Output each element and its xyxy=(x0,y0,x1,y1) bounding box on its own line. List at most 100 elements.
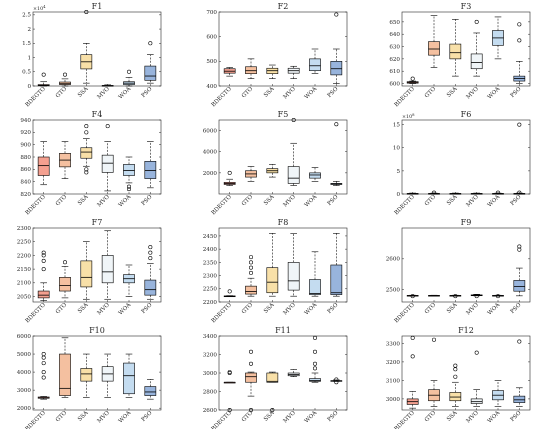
outlier-point xyxy=(410,335,415,340)
x-tick-label: GTO xyxy=(55,410,69,424)
plot-frame xyxy=(32,11,162,87)
box-body xyxy=(449,392,462,402)
outlier-point xyxy=(84,170,89,175)
x-tick-label: MVO xyxy=(283,86,298,101)
x-tick-label: BDEGTO xyxy=(25,410,48,429)
x-tick-label: SSA xyxy=(446,193,459,206)
box-pso: PSO xyxy=(327,377,343,423)
box-gto: GTO xyxy=(241,166,257,207)
outlier-point xyxy=(41,253,46,258)
plot-frame xyxy=(32,335,162,411)
box-pso: PSO xyxy=(510,22,526,99)
x-tick-label: PSO xyxy=(141,410,154,423)
plot-frame xyxy=(218,335,348,411)
outlier-point xyxy=(291,118,296,123)
x-tick-label: MVO xyxy=(97,86,112,101)
panel-f11: F11 2600 2800 3000 3200 3400 BDEGTO GTO SSA MVO WO… xyxy=(203,326,348,429)
y-tick-label: 860 xyxy=(20,167,31,173)
outlier-point xyxy=(41,250,46,255)
outlier-point xyxy=(84,124,89,129)
x-tick-label: WOA xyxy=(118,301,133,316)
box-ssa: SSA xyxy=(446,294,462,315)
box-body xyxy=(80,368,93,382)
box-woa: WOA xyxy=(487,16,504,101)
box-body xyxy=(101,255,114,284)
box-mvo: MVO xyxy=(283,368,300,425)
x-tick-label: MVO xyxy=(283,194,298,209)
outlier-point xyxy=(148,256,153,261)
box-body xyxy=(513,395,526,403)
box-pso: PSO xyxy=(141,41,157,99)
outlier-point xyxy=(453,294,458,299)
y-tick-label: 10 xyxy=(393,146,401,152)
box-body xyxy=(513,280,526,292)
y-tick-label: 2.5 xyxy=(22,13,31,19)
x-tick-label: MVO xyxy=(466,302,481,317)
panel-f9: F9 2500 2600 BDEGTO GTO SSA MVO WOA PSO xyxy=(386,218,531,324)
panel-title: F6 xyxy=(461,110,472,119)
box-body xyxy=(287,166,300,184)
box-body xyxy=(123,164,135,176)
outlier-point xyxy=(474,294,479,299)
outlier-point xyxy=(431,190,436,195)
panel-title: F3 xyxy=(461,2,472,11)
outlier-point xyxy=(410,294,415,299)
box-mvo: MVO xyxy=(466,192,483,209)
box-bdegto: BDEGTO xyxy=(211,370,236,429)
x-tick-label: WOA xyxy=(304,409,319,424)
y-tick-label: 600 xyxy=(389,81,400,87)
box-body xyxy=(245,372,257,383)
outlier-point xyxy=(334,122,339,127)
panel-title: F7 xyxy=(92,218,103,227)
outlier-point xyxy=(41,352,46,357)
y-tick-label: 0 xyxy=(396,192,400,198)
x-tick-label: SSA xyxy=(77,193,90,206)
outlier-point xyxy=(148,245,153,250)
outlier-point xyxy=(334,377,339,382)
box-gto: GTO xyxy=(241,58,257,100)
outlier-point xyxy=(227,407,232,412)
x-tick-label: WOA xyxy=(304,85,319,100)
y-tick-label: 4000 xyxy=(17,370,32,376)
box-body xyxy=(144,65,157,81)
outlier-point xyxy=(41,375,46,380)
x-tick-label: BDEGTO xyxy=(25,302,48,325)
x-tick-label: MVO xyxy=(283,302,298,317)
panel-f8: F8 2200 2250 2300 2350 2400 2450 BDEGTO GTO SSA MV… xyxy=(203,218,348,324)
box-mvo: MVO xyxy=(283,118,300,209)
x-tick-label: GTO xyxy=(241,86,255,100)
y-tick-label: 6000 xyxy=(203,128,218,134)
box-woa: WOA xyxy=(304,48,321,101)
box-body xyxy=(59,81,71,85)
outlier-point xyxy=(227,370,232,375)
y-tick-label: 1.5 xyxy=(22,41,31,47)
box-gto: GTO xyxy=(55,260,71,315)
outlier-point xyxy=(62,72,67,77)
x-tick-label: MVO xyxy=(466,86,481,101)
x-tick-label: MVO xyxy=(466,194,481,209)
box-mvo: MVO xyxy=(283,65,300,101)
x-tick-label: GTO xyxy=(424,86,438,100)
outlier-point xyxy=(495,294,500,299)
y-tick-label: 2450 xyxy=(203,234,218,240)
box-body xyxy=(101,154,114,173)
box-pso: PSO xyxy=(141,141,157,207)
x-tick-label: PSO xyxy=(510,86,523,99)
box-woa: WOA xyxy=(487,294,504,317)
box-gto: GTO xyxy=(55,141,71,208)
box-woa: WOA xyxy=(118,353,135,425)
y-tick-label: 2000 xyxy=(17,406,32,412)
x-tick-label: GTO xyxy=(55,194,69,208)
box-ssa: SSA xyxy=(263,232,279,315)
plot-frame xyxy=(218,11,348,87)
outlier-point xyxy=(249,260,254,265)
outlier-point xyxy=(517,244,522,249)
y-tick-label: 3400 xyxy=(203,334,218,340)
x-tick-label: SSA xyxy=(77,85,90,98)
box-ssa: SSA xyxy=(446,363,462,423)
plot-frame xyxy=(401,11,531,87)
y-tick-label: 2200 xyxy=(203,300,218,306)
outlier-point xyxy=(312,335,317,340)
box-body xyxy=(428,41,440,56)
